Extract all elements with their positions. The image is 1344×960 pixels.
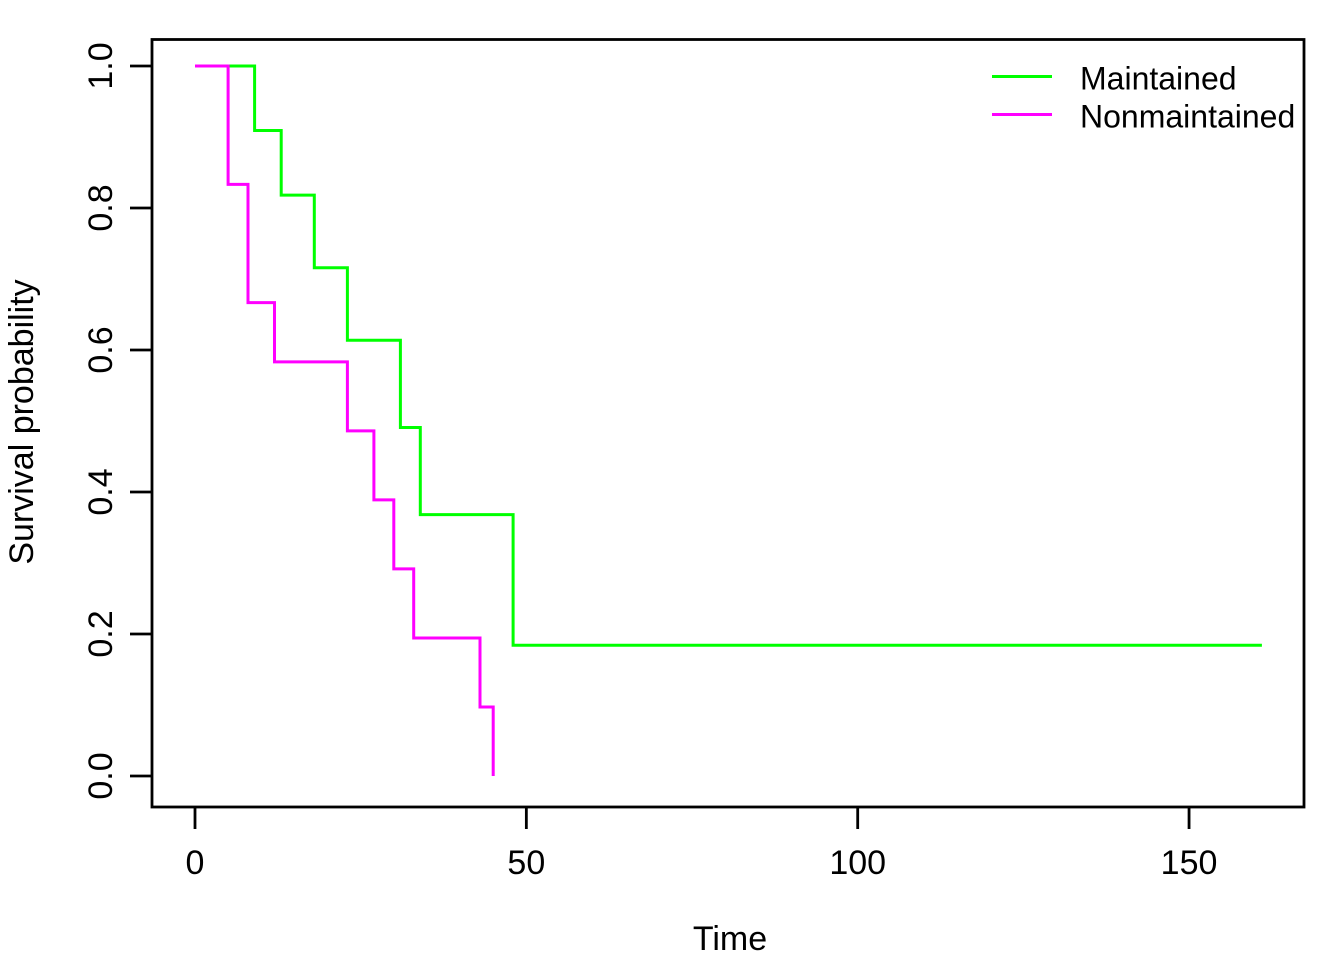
plot-box [150, 38, 1306, 809]
survival-curve-nonmaintained [195, 64, 495, 776]
x-axis-title: Time [693, 920, 767, 958]
y-axis: 0.0 0.2 0.4 0.6 0.8 1.0 [82, 42, 152, 800]
survival-curves [195, 64, 1262, 776]
y-axis-tick-label: 0.4 [82, 468, 120, 515]
y-axis-tick-label: 0.0 [82, 752, 120, 799]
y-axis-tick-label: 1.0 [82, 42, 120, 89]
plot-border [150, 38, 1306, 809]
x-axis-tick-label: 150 [1161, 844, 1218, 882]
x-axis-tick-label: 50 [507, 844, 545, 882]
y-axis-tick-label: 0.2 [82, 610, 120, 657]
x-axis-tick-label: 0 [186, 844, 205, 882]
survival-curve-maintained [195, 64, 1262, 647]
legend-label-maintained: Maintained [1080, 61, 1237, 97]
y-axis-title: Survival probability [3, 279, 41, 564]
legend-label-nonmaintained: Nonmaintained [1080, 99, 1295, 135]
y-axis-tick-label: 0.6 [82, 326, 120, 373]
x-axis: 0 50 100 150 [186, 807, 1218, 882]
x-axis-tick-label: 100 [829, 844, 886, 882]
y-axis-tick-label: 0.8 [82, 184, 120, 231]
